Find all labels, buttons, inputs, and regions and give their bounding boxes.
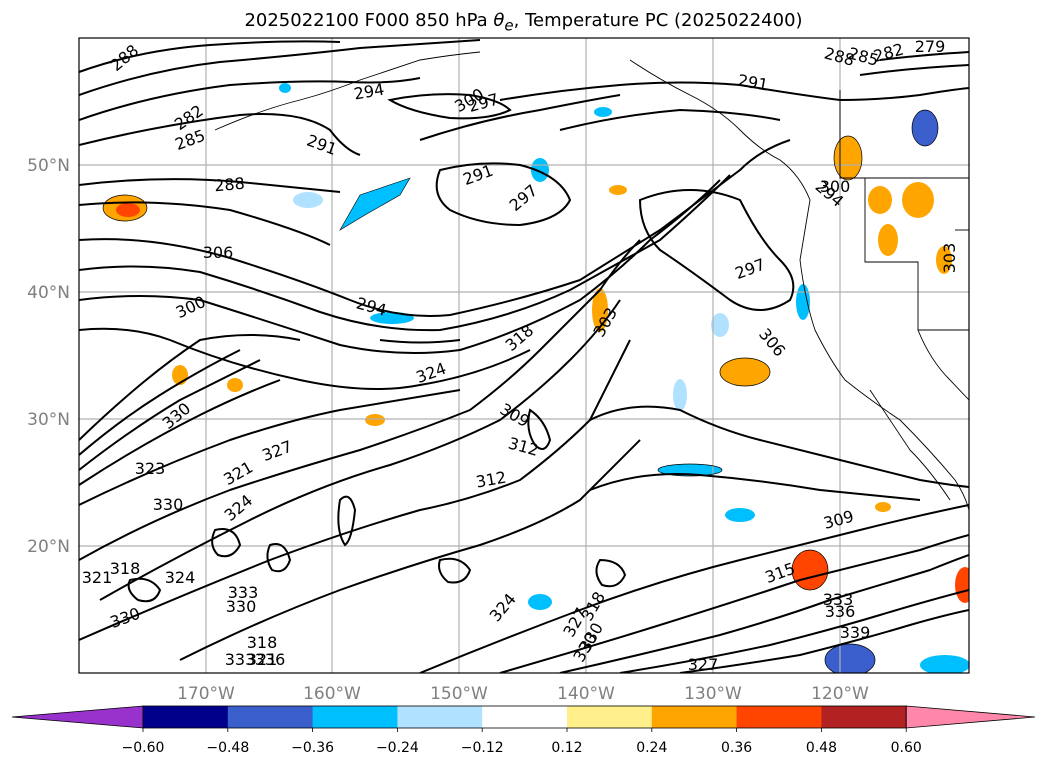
latitude-labels: 50°N 40°N 30°N 20°N [27,156,70,557]
cold-anomaly [528,594,552,610]
contour-label: 306 [203,243,234,262]
colorbar-frame [142,705,907,729]
contour-label: 318 [110,559,141,578]
contour-label: 336 [255,650,286,669]
colorbar-segment [736,706,822,728]
colorbar-segment [397,706,483,728]
longitude-label: 150°W [430,684,488,704]
longitude-label: 170°W [177,684,235,704]
cold-anomaly [279,83,291,93]
warm-anomaly [834,136,862,180]
longitude-labels: 170°W 160°W 150°W 140°W 130°W 120°W [177,684,869,704]
colorbar-segment [143,706,229,728]
colorbar-segment [651,706,738,728]
anomaly-shading [103,83,969,673]
contour-label: 303 [940,243,959,274]
contour-label: 336 [825,602,856,621]
colorbar-tick-label: 0.24 [636,740,667,756]
warm-anomaly [609,185,627,195]
warm-anomaly [875,502,891,512]
colorbar-segment [567,706,653,728]
longitude-label: 130°W [684,684,742,704]
contour-label: 318 [247,633,278,652]
cold-anomaly [912,110,938,146]
chart-title: 2025022100 F000 850 hPa θe, Temperature … [244,10,803,35]
colorbar-tick-label: −0.12 [461,740,504,756]
colorbar-segment [821,706,907,728]
map-frame [78,37,970,674]
contour-label: 333 [228,583,259,602]
contour-label: 333 [225,650,256,669]
longitude-label: 140°W [557,684,615,704]
cold-anomaly [796,284,810,320]
colorbar-segment [482,706,568,728]
latitude-label: 20°N [27,537,70,557]
theta-e-contours [79,39,969,673]
cold-anomaly [673,379,687,411]
warm-anomaly [116,203,140,217]
contour-label: 279 [915,37,946,56]
cold-anomaly [658,464,722,476]
contour-label: 321 [247,650,278,669]
warm-anomaly [868,186,892,214]
contour-label: 288 [213,174,245,196]
warm-anomaly [955,567,969,603]
warm-anomaly [936,246,952,274]
cold-anomaly [293,192,323,208]
anomaly-contours [102,109,939,673]
longitude-label: 160°W [303,684,361,704]
warm-anomaly [227,378,243,392]
colorbar-tick-label: 0.12 [551,740,582,756]
contour-label: 330 [226,597,257,616]
colorbar-extend-low [11,705,144,729]
colorbar-tick-label: −0.36 [291,740,334,756]
colorbar-tick-label: 0.48 [806,740,837,756]
colorbar-extend-high [905,705,1036,729]
colorbar-tick-label: −0.24 [376,740,419,756]
cold-anomaly [825,644,875,673]
contour-label: 321 [82,568,113,587]
contour-label: 333 [823,590,854,609]
warm-anomaly [365,414,385,426]
cold-anomaly [339,177,411,231]
colorbar-tick-label: −0.48 [206,740,249,756]
colorbar: −0.60 −0.48 −0.36 −0.24 −0.12 0.12 0.24 0.36 0.4… [11,705,1036,756]
cold-anomaly [920,655,969,673]
contour-label: 330 [153,495,184,514]
cold-anomaly [594,107,612,117]
colorbar-tick-label: −0.60 [122,740,165,756]
contour-label: 324 [165,568,196,587]
colorbar-segment [312,706,398,728]
latitude-label: 50°N [27,156,70,176]
contour-label: 327 [688,655,719,674]
latitude-label: 40°N [27,283,70,303]
coastlines [214,51,969,511]
cold-anomaly [531,158,549,182]
contour-label: 300 [820,177,851,196]
colorbar-tick-label: 0.60 [891,740,922,756]
contour-label: 339 [840,623,871,642]
warm-anomaly [720,358,770,386]
colorbar-segment [227,706,314,728]
latitude-label: 30°N [27,410,70,430]
cold-anomaly [711,313,729,337]
cold-anomaly [725,508,755,522]
contour-label: 323 [135,459,166,478]
longitude-label: 120°W [811,684,869,704]
warm-anomaly [902,182,934,218]
warm-anomaly [878,224,898,256]
colorbar-tick-label: 0.36 [721,740,752,756]
